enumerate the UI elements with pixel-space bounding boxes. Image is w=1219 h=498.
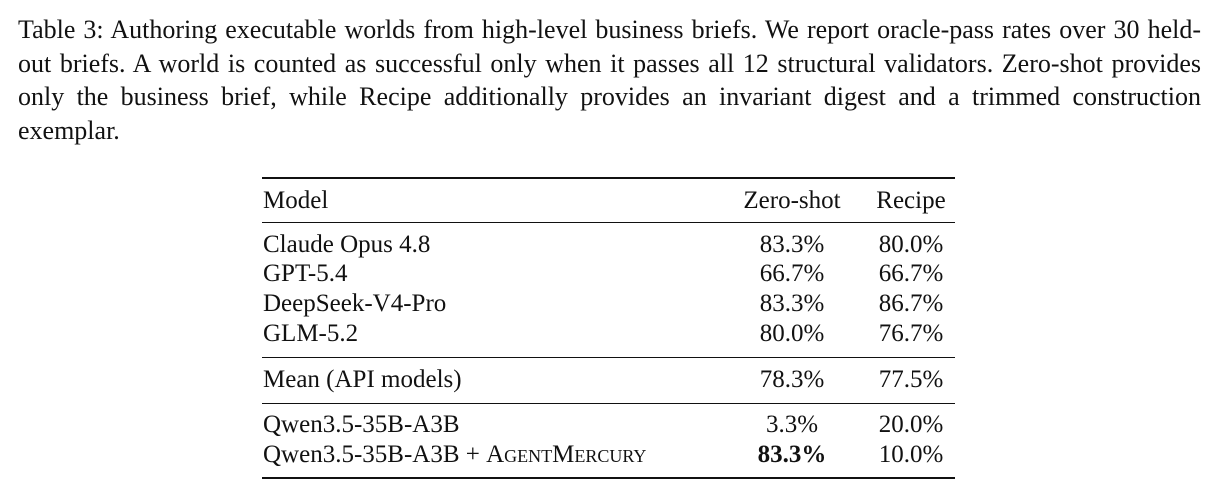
table-cell: 10.0% xyxy=(878,441,944,468)
table-cell: 66.7% xyxy=(759,260,825,287)
mid-rule xyxy=(262,403,955,404)
bottom-rule xyxy=(262,477,955,479)
table-cell: Qwen3.5-35B-A3B xyxy=(263,411,460,438)
table-cell: 20.0% xyxy=(878,411,944,438)
caption-label: Table 3: xyxy=(18,15,104,44)
cell-part: AgentMercury xyxy=(486,441,647,468)
mid-rule xyxy=(262,222,955,223)
table-cell: 80.0% xyxy=(878,231,944,258)
caption-text: Authoring executable worlds from high-le… xyxy=(18,15,1201,145)
header-cell: Recipe xyxy=(876,187,946,214)
caption: Table 3: Authoring executable worlds fro… xyxy=(18,13,1201,147)
table-cell: GLM-5.2 xyxy=(263,320,359,347)
table-cell: Mean (API models) xyxy=(263,366,462,393)
header-cell: Zero-shot xyxy=(743,187,841,214)
table-cell: 3.3% xyxy=(765,411,819,438)
table-cell: 83.3% xyxy=(759,290,825,317)
header-cell: Model xyxy=(263,187,329,214)
table-cell: 80.0% xyxy=(759,320,825,347)
top-rule xyxy=(262,177,955,179)
table-cell: DeepSeek-V4-Pro xyxy=(263,290,447,317)
table-cell: 83.3% xyxy=(759,231,825,258)
table-cell: Qwen3.5-35B-A3B + AgentMercury xyxy=(263,440,646,470)
table-cell: 78.3% xyxy=(759,366,825,393)
table-cell: 83.3% xyxy=(757,441,827,468)
mid-rule xyxy=(262,357,955,358)
cell-part: Qwen3.5-35B-A3B + xyxy=(263,441,480,468)
table-cell: Claude Opus 4.8 xyxy=(263,231,431,258)
table-cell: 66.7% xyxy=(878,260,944,287)
table-cell: 86.7% xyxy=(878,290,944,317)
table-cell: 77.5% xyxy=(878,366,944,393)
table-cell: 76.7% xyxy=(878,320,944,347)
table-cell: GPT-5.4 xyxy=(263,260,348,287)
